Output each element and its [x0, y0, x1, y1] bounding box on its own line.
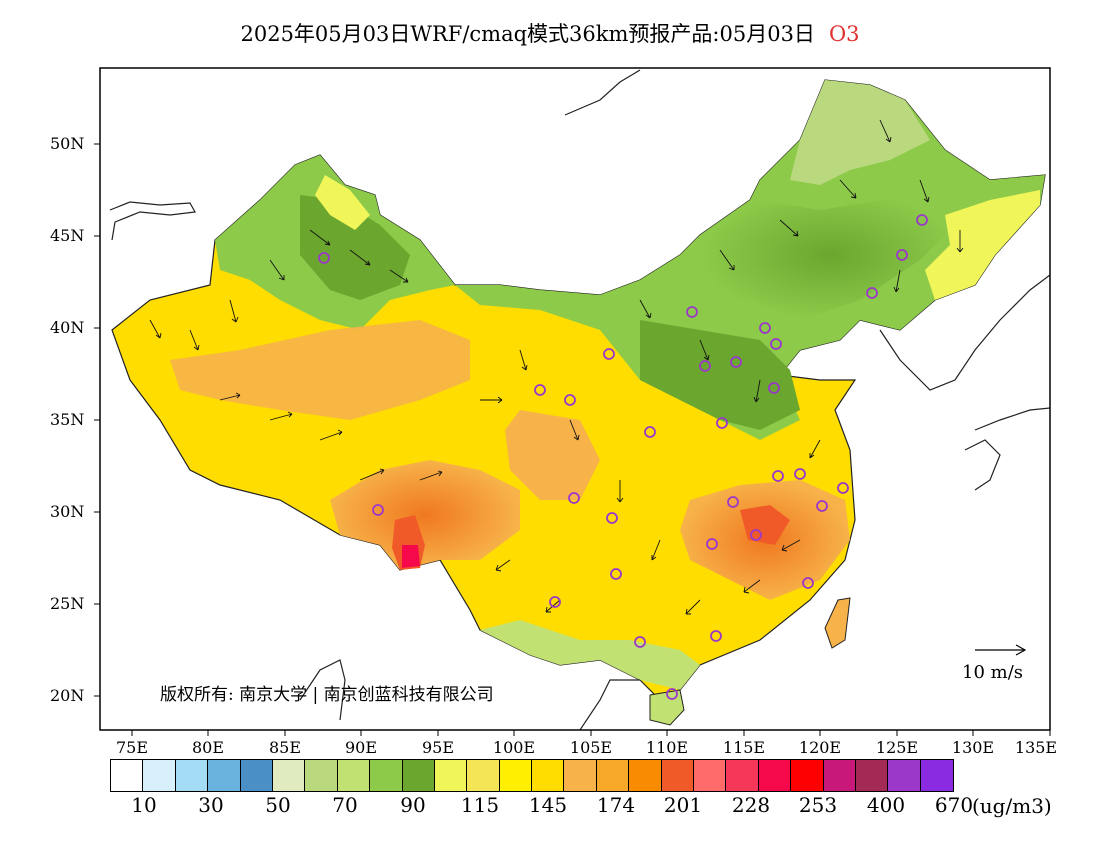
- lon-label-85e: 85E: [268, 738, 302, 757]
- colorbar-swatch: [532, 760, 565, 791]
- colorbar-swatch: [920, 760, 954, 791]
- lat-label-50n: 50N: [50, 134, 85, 153]
- colorbar-swatch: [855, 760, 889, 791]
- lat-label-20n: 20N: [50, 686, 85, 705]
- colorbar-label: 253: [798, 793, 838, 817]
- colorbar-label: 174: [596, 793, 636, 817]
- colorbar-swatch: [175, 760, 209, 791]
- taiwan-island: [824, 597, 851, 649]
- axis-ticks: [94, 143, 1051, 736]
- junggar-yellow: [315, 175, 370, 230]
- lat-label-45n: 45N: [50, 226, 85, 245]
- colorbar-unit: (ug/m3): [972, 794, 1052, 818]
- title-text: 2025年05月03日WRF/cmaq模式36km预报产品:05月03日: [240, 22, 815, 46]
- lon-label-95e: 95E: [421, 738, 455, 757]
- colorbar-swatch: [791, 760, 824, 791]
- lon-label-75e: 75E: [115, 738, 149, 757]
- south-fringe: [480, 620, 700, 690]
- colorbar-swatch: [564, 760, 597, 791]
- colorbar-swatch: [596, 760, 630, 791]
- colorbar-label: 670: [934, 793, 974, 817]
- map-frame: [99, 67, 1051, 731]
- lon-label-80e: 80E: [191, 738, 225, 757]
- ne-dark-green: [700, 190, 960, 320]
- neighbor-coastlines: [109, 69, 1050, 730]
- colorbar-label: 201: [663, 793, 703, 817]
- tibet-orange-band: [170, 320, 470, 420]
- colorbar-label: 30: [198, 793, 224, 817]
- lon-label-90e: 90E: [344, 738, 378, 757]
- wind-reference-arrow: [975, 644, 1027, 656]
- colorbar-label: 50: [265, 793, 291, 817]
- colorbar-label: 115: [460, 793, 500, 817]
- lon-label-105e: 105E: [569, 738, 613, 757]
- colorbar-swatch: [661, 760, 695, 791]
- colorbar-swatch: [499, 760, 533, 791]
- wind-reference-label: 10 m/s: [962, 662, 1023, 683]
- lon-label-100e: 100E: [492, 738, 536, 757]
- colorbar-swatch: [434, 760, 468, 791]
- north-plain-green: [640, 320, 800, 430]
- colorbar-label: 90: [400, 793, 426, 817]
- colorbar-swatch: [402, 760, 435, 791]
- colorbar-swatch: [694, 760, 727, 791]
- wind-vectors: [149, 119, 964, 615]
- lon-label-130e: 130E: [951, 738, 995, 757]
- east-red-spot: [740, 505, 790, 545]
- colorbar-swatch: [629, 760, 662, 791]
- colorbar-label: 400: [866, 793, 906, 817]
- ne-light-green: [790, 80, 930, 185]
- colorbar-swatch: [823, 760, 856, 791]
- colorbar-swatch: [240, 760, 273, 791]
- map-title: 2025年05月03日WRF/cmaq模式36km预报产品:05月03日 O3: [0, 18, 1100, 48]
- lat-label-25n: 25N: [50, 594, 85, 613]
- colorbar-swatch: [467, 760, 500, 791]
- lon-label-115e: 115E: [722, 738, 766, 757]
- colorbar-swatch: [337, 760, 371, 791]
- lat-label-35n: 35N: [50, 410, 85, 429]
- colorbar-legend: [110, 759, 955, 792]
- colorbar-swatch: [272, 760, 306, 791]
- lat-label-40n: 40N: [50, 318, 85, 337]
- colorbar-label: 10: [131, 793, 157, 817]
- ne-yellow-fringe: [925, 190, 1040, 300]
- copyright-notice: 版权所有: 南京大学 | 南京创蓝科技有限公司: [160, 685, 494, 705]
- colorbar-swatch: [208, 760, 241, 791]
- lat-label-30n: 30N: [50, 502, 85, 521]
- colorbar-swatch: [726, 760, 759, 791]
- colorbar-swatch: [370, 760, 403, 791]
- lon-label-110e: 110E: [645, 738, 689, 757]
- map-content: [109, 69, 1050, 730]
- colorbar-swatch: [143, 760, 176, 791]
- central-orange: [505, 410, 600, 500]
- colorbar-label: 228: [731, 793, 771, 817]
- nw-dark-green: [300, 195, 410, 300]
- city-markers: [318, 214, 928, 700]
- colorbar-label: 145: [528, 793, 568, 817]
- pollutant-species-label: O3: [828, 22, 860, 46]
- lon-label-120e: 120E: [798, 738, 842, 757]
- lon-label-135e: 135E: [1014, 738, 1058, 757]
- tibet-peak: [402, 545, 420, 568]
- tibet-south-orange: [330, 460, 520, 570]
- colorbar-swatch: [111, 760, 144, 791]
- colorbar-label: 70: [332, 793, 358, 817]
- colorbar-swatch: [758, 760, 792, 791]
- colorbar-swatch: [888, 760, 921, 791]
- lon-label-125e: 125E: [875, 738, 919, 757]
- colorbar-swatch: [305, 760, 338, 791]
